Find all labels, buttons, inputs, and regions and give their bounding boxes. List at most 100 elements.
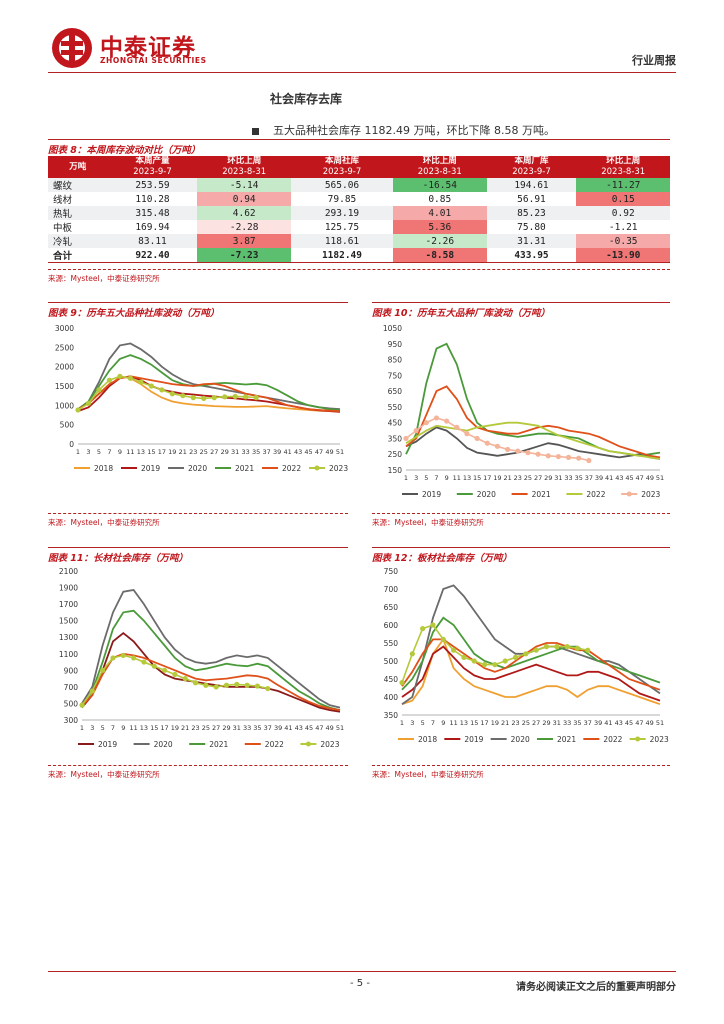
series-point-2023 [180, 393, 186, 399]
series-point-2023 [211, 395, 217, 401]
table-cell: -13.90 [576, 248, 670, 263]
table-header-cell: 环比上周 2023-8-31 [393, 156, 487, 178]
disclaimer-note: 请务必阅读正文之后的重要声明部分 [516, 982, 676, 993]
y-tick-label: 3000 [55, 324, 74, 333]
y-tick-label: 1900 [59, 584, 78, 593]
series-point-2023 [110, 655, 116, 661]
x-tick-label: 5 [421, 719, 425, 727]
x-tick-label: 3 [414, 474, 418, 482]
x-tick-label: 31 [233, 724, 241, 732]
x-tick-label: 27 [212, 724, 220, 732]
series-line-2021 [405, 385, 661, 459]
series-point-2023 [474, 435, 480, 442]
x-tick-label: 17 [160, 724, 168, 732]
x-tick-label: 41 [283, 448, 291, 456]
table-cell: -16.54 [393, 178, 487, 192]
legend-label: 2022 [265, 740, 284, 749]
table-cell: -2.28 [197, 220, 291, 234]
x-tick-label: 29 [221, 448, 229, 456]
table-cell: 169.94 [135, 221, 170, 233]
x-tick-label: 9 [121, 724, 125, 732]
x-tick-label: 13 [460, 719, 468, 727]
x-tick-label: 3 [86, 448, 90, 456]
table-header-cell: 本周厂库 2023-9-7 [486, 156, 577, 178]
legend-label: 2023 [650, 735, 669, 744]
series-point-2023 [461, 654, 467, 660]
series-point-2023 [169, 391, 175, 397]
table-cell: -0.35 [576, 234, 670, 248]
y-tick-label: 650 [384, 603, 399, 612]
x-tick-label: 49 [326, 724, 334, 732]
x-tick-label: 11 [453, 474, 461, 482]
x-tick-label: 25 [524, 474, 532, 482]
x-tick-label: 7 [434, 474, 438, 482]
y-tick-label: 400 [384, 693, 399, 702]
x-tick-label: 41 [604, 719, 612, 727]
y-tick-label: 1300 [59, 633, 78, 642]
x-tick-label: 31 [553, 719, 561, 727]
series-point-2023 [232, 393, 238, 400]
x-tick-label: 23 [511, 719, 519, 727]
series-point-2023 [585, 647, 591, 653]
table-cell: 79.85 [327, 193, 357, 205]
table-cell: 56.91 [517, 193, 546, 205]
table-row: 冷轧 83.11 3.87 118.61 -2.26 31.31 -0.35 [48, 234, 670, 248]
x-tick-label: 43 [615, 719, 623, 727]
x-tick-label: 9 [441, 719, 445, 727]
series-line-2023 [81, 654, 268, 706]
series-point-2023 [433, 415, 440, 421]
legend-marker-2023 [626, 491, 632, 497]
series-point-2023 [201, 395, 207, 401]
x-tick-label: 5 [101, 724, 105, 732]
legend-label: 2019 [141, 464, 160, 473]
fig11-title: 图表 11：长材社会库存（万吨） [48, 547, 348, 564]
x-tick-label: 37 [264, 724, 272, 732]
row-label: 螺纹 [48, 178, 108, 192]
x-tick-label: 11 [129, 724, 137, 732]
series-point-2023 [505, 446, 511, 453]
x-tick-label: 15 [470, 719, 478, 727]
x-tick-label: 29 [544, 474, 552, 482]
series-point-2023 [253, 395, 259, 401]
series-point-2023 [440, 636, 446, 642]
series-point-2023 [423, 420, 429, 426]
x-tick-label: 25 [202, 724, 210, 732]
table-header-row: 万吨 本周产量 2023-9-7 环比上周 2023-8-31 本周社库 2023-9-7 环… [48, 156, 670, 178]
x-tick-label: 35 [252, 448, 260, 456]
legend-label: 2019 [98, 740, 117, 749]
x-tick-label: 13 [140, 724, 148, 732]
series-point-2023 [543, 644, 550, 650]
x-tick-label: 13 [137, 448, 145, 456]
x-tick-label: 47 [636, 474, 644, 482]
fig12-chart: 350 400 450 500 550 600 650 700 750 1 3 5 7 9 11 13 15 17… [372, 565, 670, 765]
series-point-2023 [399, 680, 405, 686]
series-point-2023 [159, 387, 165, 393]
x-tick-label: 51 [336, 724, 344, 732]
page-number: - 5 - [350, 978, 370, 989]
x-tick-label: 47 [315, 724, 323, 732]
series-point-2023 [545, 453, 551, 459]
table-header-cell: 本周产量 2023-9-7 [107, 156, 198, 178]
series-point-2023 [535, 451, 541, 457]
x-tick-label: 13 [463, 474, 471, 482]
x-tick-label: 21 [181, 724, 189, 732]
x-tick-label: 41 [284, 724, 292, 732]
table-cell: -7.23 [197, 248, 291, 263]
series-point-2023 [89, 688, 95, 694]
series-point-2023 [138, 379, 144, 385]
y-tick-label: 700 [384, 585, 399, 594]
series-point-2023 [409, 651, 415, 657]
series-point-2023 [244, 682, 250, 688]
logo-text-en: ZHONGTAI SECURITIES [100, 56, 207, 65]
y-tick-label: 250 [388, 450, 403, 459]
x-tick-label: 1 [76, 448, 80, 456]
series-point-2023 [117, 373, 123, 379]
x-tick-label: 27 [534, 474, 542, 482]
series-point-2023 [494, 443, 501, 449]
series-point-2023 [444, 418, 450, 424]
series-point-2023 [481, 662, 488, 668]
x-tick-label: 17 [158, 448, 166, 456]
table-cell: 0.92 [576, 206, 670, 220]
x-tick-label: 31 [554, 474, 562, 482]
table-cell: 565.06 [290, 178, 394, 192]
